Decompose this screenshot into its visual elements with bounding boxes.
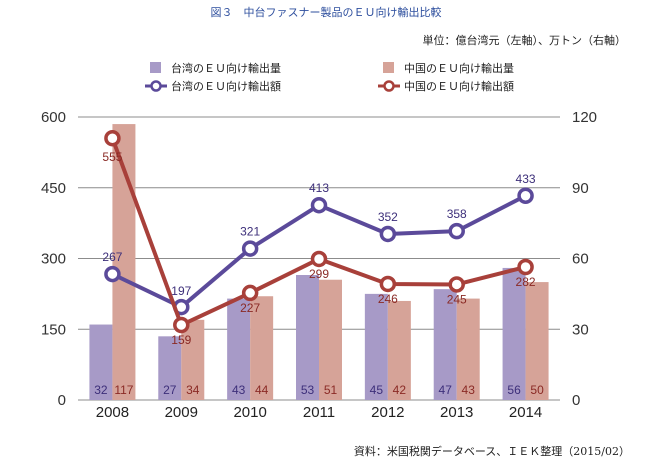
marker-taiwan-value: [379, 225, 397, 243]
bar-label-taiwan: 56: [507, 383, 521, 397]
line-label-taiwan: 433: [516, 172, 536, 186]
legend-label: 台湾のＥＵ向け輸出額: [171, 79, 281, 93]
bar-label-china: 50: [530, 383, 544, 397]
line-label-taiwan: 358: [447, 207, 467, 221]
x-tick-label: 2011: [303, 404, 335, 421]
legend-marker: [150, 80, 162, 92]
bar-china-volume: [387, 300, 411, 400]
bar-china-volume: [456, 298, 480, 400]
line-label-taiwan: 197: [171, 284, 191, 298]
legend-swatch: [383, 62, 394, 73]
x-tick-label: 2008: [96, 404, 129, 421]
bar-label-china: 44: [255, 383, 269, 397]
bar-taiwan-volume: [89, 324, 113, 400]
marker-taiwan-value: [104, 265, 121, 283]
y-left-tick-label: 300: [41, 251, 66, 268]
bar-taiwan-volume: [227, 298, 251, 400]
bar-taiwan-volume: [364, 293, 388, 400]
bar-label-taiwan: 47: [439, 383, 453, 397]
axes: 0 0 150 30 300 60 450 90 600 120 2008 2009 2010 2011 2…: [41, 109, 597, 421]
bar-label-china: 43: [462, 383, 476, 397]
y-left-tick-label: 150: [41, 321, 66, 338]
x-tick-label: 2014: [509, 404, 542, 421]
bar-label-taiwan: 27: [163, 383, 177, 397]
marker-china-value: [241, 284, 259, 302]
marker-taiwan-value: [241, 240, 259, 257]
y-right-tick-label: 90: [572, 180, 589, 197]
line-label-taiwan: 413: [309, 181, 329, 195]
legend-label: 中国のＥＵ向け輸出額: [404, 79, 514, 93]
legend-label: 中国のＥＵ向け輸出量: [404, 61, 514, 75]
marker-china-value: [104, 129, 121, 147]
legend-swatch: [150, 62, 161, 73]
bar-label-taiwan: 53: [301, 383, 315, 397]
line-label-china: 299: [309, 267, 329, 281]
bar-label-china: 42: [393, 383, 407, 397]
data-labels: 32 27 43 53 45 47 56 117 34 44 51 42 43 50 267 197 321 41…: [94, 150, 544, 397]
bar-label-china: 51: [324, 383, 338, 397]
marker-taiwan-value: [517, 187, 534, 205]
bar-label-taiwan: 32: [94, 383, 108, 397]
marker-china-value: [379, 275, 397, 293]
line-label-china: 282: [516, 275, 536, 289]
line-label-taiwan: 267: [102, 250, 122, 264]
bars: [89, 124, 549, 400]
legend-marker: [383, 80, 395, 92]
marker-china-value: [448, 276, 465, 293]
marker-china-value: [310, 250, 328, 268]
y-left-tick-label: 600: [41, 109, 66, 126]
marker-china-value: [517, 258, 534, 276]
chart-title: 図３ 中台ファスナー製品のＥＵ向け輸出比較: [211, 5, 442, 19]
x-tick-label: 2010: [233, 404, 266, 421]
bar-label-china: 34: [186, 383, 200, 397]
bar-label-taiwan: 43: [232, 383, 246, 397]
y-right-tick-label: 0: [572, 392, 580, 409]
y-right-tick-label: 120: [572, 109, 597, 126]
bar-taiwan-volume: [296, 275, 319, 400]
unit-note: 単位：億台湾元（左軸）、万トン（右軸）: [423, 33, 627, 47]
y-right-tick-label: 30: [572, 321, 589, 338]
lines: [104, 129, 534, 334]
bar-china-volume: [525, 282, 549, 400]
bar-china-volume: [181, 319, 205, 400]
bar-taiwan-volume: [158, 336, 182, 400]
bar-china-volume: [250, 296, 274, 400]
bar-china-volume: [112, 124, 136, 400]
x-tick-label: 2012: [371, 404, 404, 421]
y-right-tick-label: 60: [572, 251, 589, 268]
line-label-taiwan: 321: [240, 225, 260, 239]
line-label-china: 227: [240, 301, 260, 315]
bar-china-volume: [319, 279, 342, 400]
bar-label-taiwan: 45: [370, 383, 384, 397]
y-left-tick-label: 0: [58, 392, 66, 409]
legend-label: 台湾のＥＵ向け輸出量: [171, 61, 281, 75]
y-left-tick-label: 450: [41, 180, 66, 197]
line-label-china: 555: [102, 150, 122, 164]
bar-taiwan-volume: [502, 267, 526, 400]
line-label-china: 245: [447, 292, 467, 306]
marker-china-value: [173, 316, 190, 334]
x-tick-label: 2013: [440, 404, 473, 421]
line-label-china: 246: [378, 292, 398, 306]
line-label-china: 159: [171, 333, 191, 347]
bar-taiwan-volume: [433, 289, 457, 400]
marker-taiwan-value: [310, 196, 328, 214]
source-note: 資料：米国税関データベース、ＩＥＫ整理（2015/02）: [354, 444, 630, 458]
marker-taiwan-value: [448, 222, 465, 240]
bar-label-china: 117: [114, 383, 133, 397]
line-label-taiwan: 352: [378, 210, 398, 224]
x-tick-label: 2009: [165, 404, 198, 421]
